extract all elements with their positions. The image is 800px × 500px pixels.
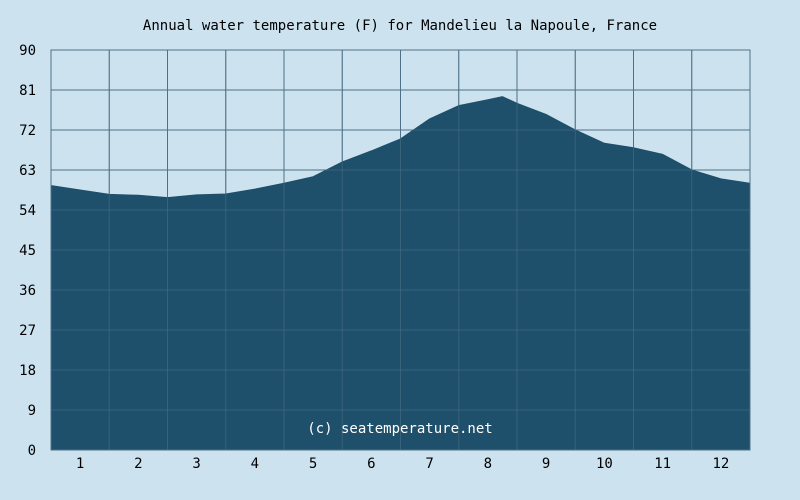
x-tick-label: 2 (134, 456, 142, 472)
y-tick-label: 81 (19, 83, 36, 99)
y-tick-label: 90 (19, 43, 36, 59)
x-tick-label: 6 (367, 456, 375, 472)
plot-border (50, 49, 751, 451)
y-tick-label: 27 (19, 323, 36, 339)
x-tick-label: 12 (712, 456, 729, 472)
y-tick-label: 54 (19, 203, 36, 219)
x-tick-label: 1 (76, 456, 84, 472)
x-tick-label: 10 (596, 456, 613, 472)
y-tick-label: 18 (19, 363, 36, 379)
y-tick-label: 0 (28, 443, 36, 459)
x-tick-label: 5 (309, 456, 317, 472)
y-tick-label: 72 (19, 123, 36, 139)
x-tick-label: 7 (425, 456, 433, 472)
chart-title: Annual water temperature (F) for Mandeli… (142, 18, 658, 34)
x-tick-label: 8 (484, 456, 492, 472)
y-tick-label: 45 (19, 243, 36, 259)
y-tick-label: 63 (19, 163, 36, 179)
y-tick-label: 36 (19, 283, 36, 299)
watermark-text: (c) seatemperature.net (307, 421, 492, 437)
x-tick-label: 9 (542, 456, 550, 472)
x-tick-label: 11 (654, 456, 671, 472)
y-tick-label: 9 (28, 403, 36, 419)
x-tick-label: 4 (251, 456, 259, 472)
x-tick-label: 3 (192, 456, 200, 472)
